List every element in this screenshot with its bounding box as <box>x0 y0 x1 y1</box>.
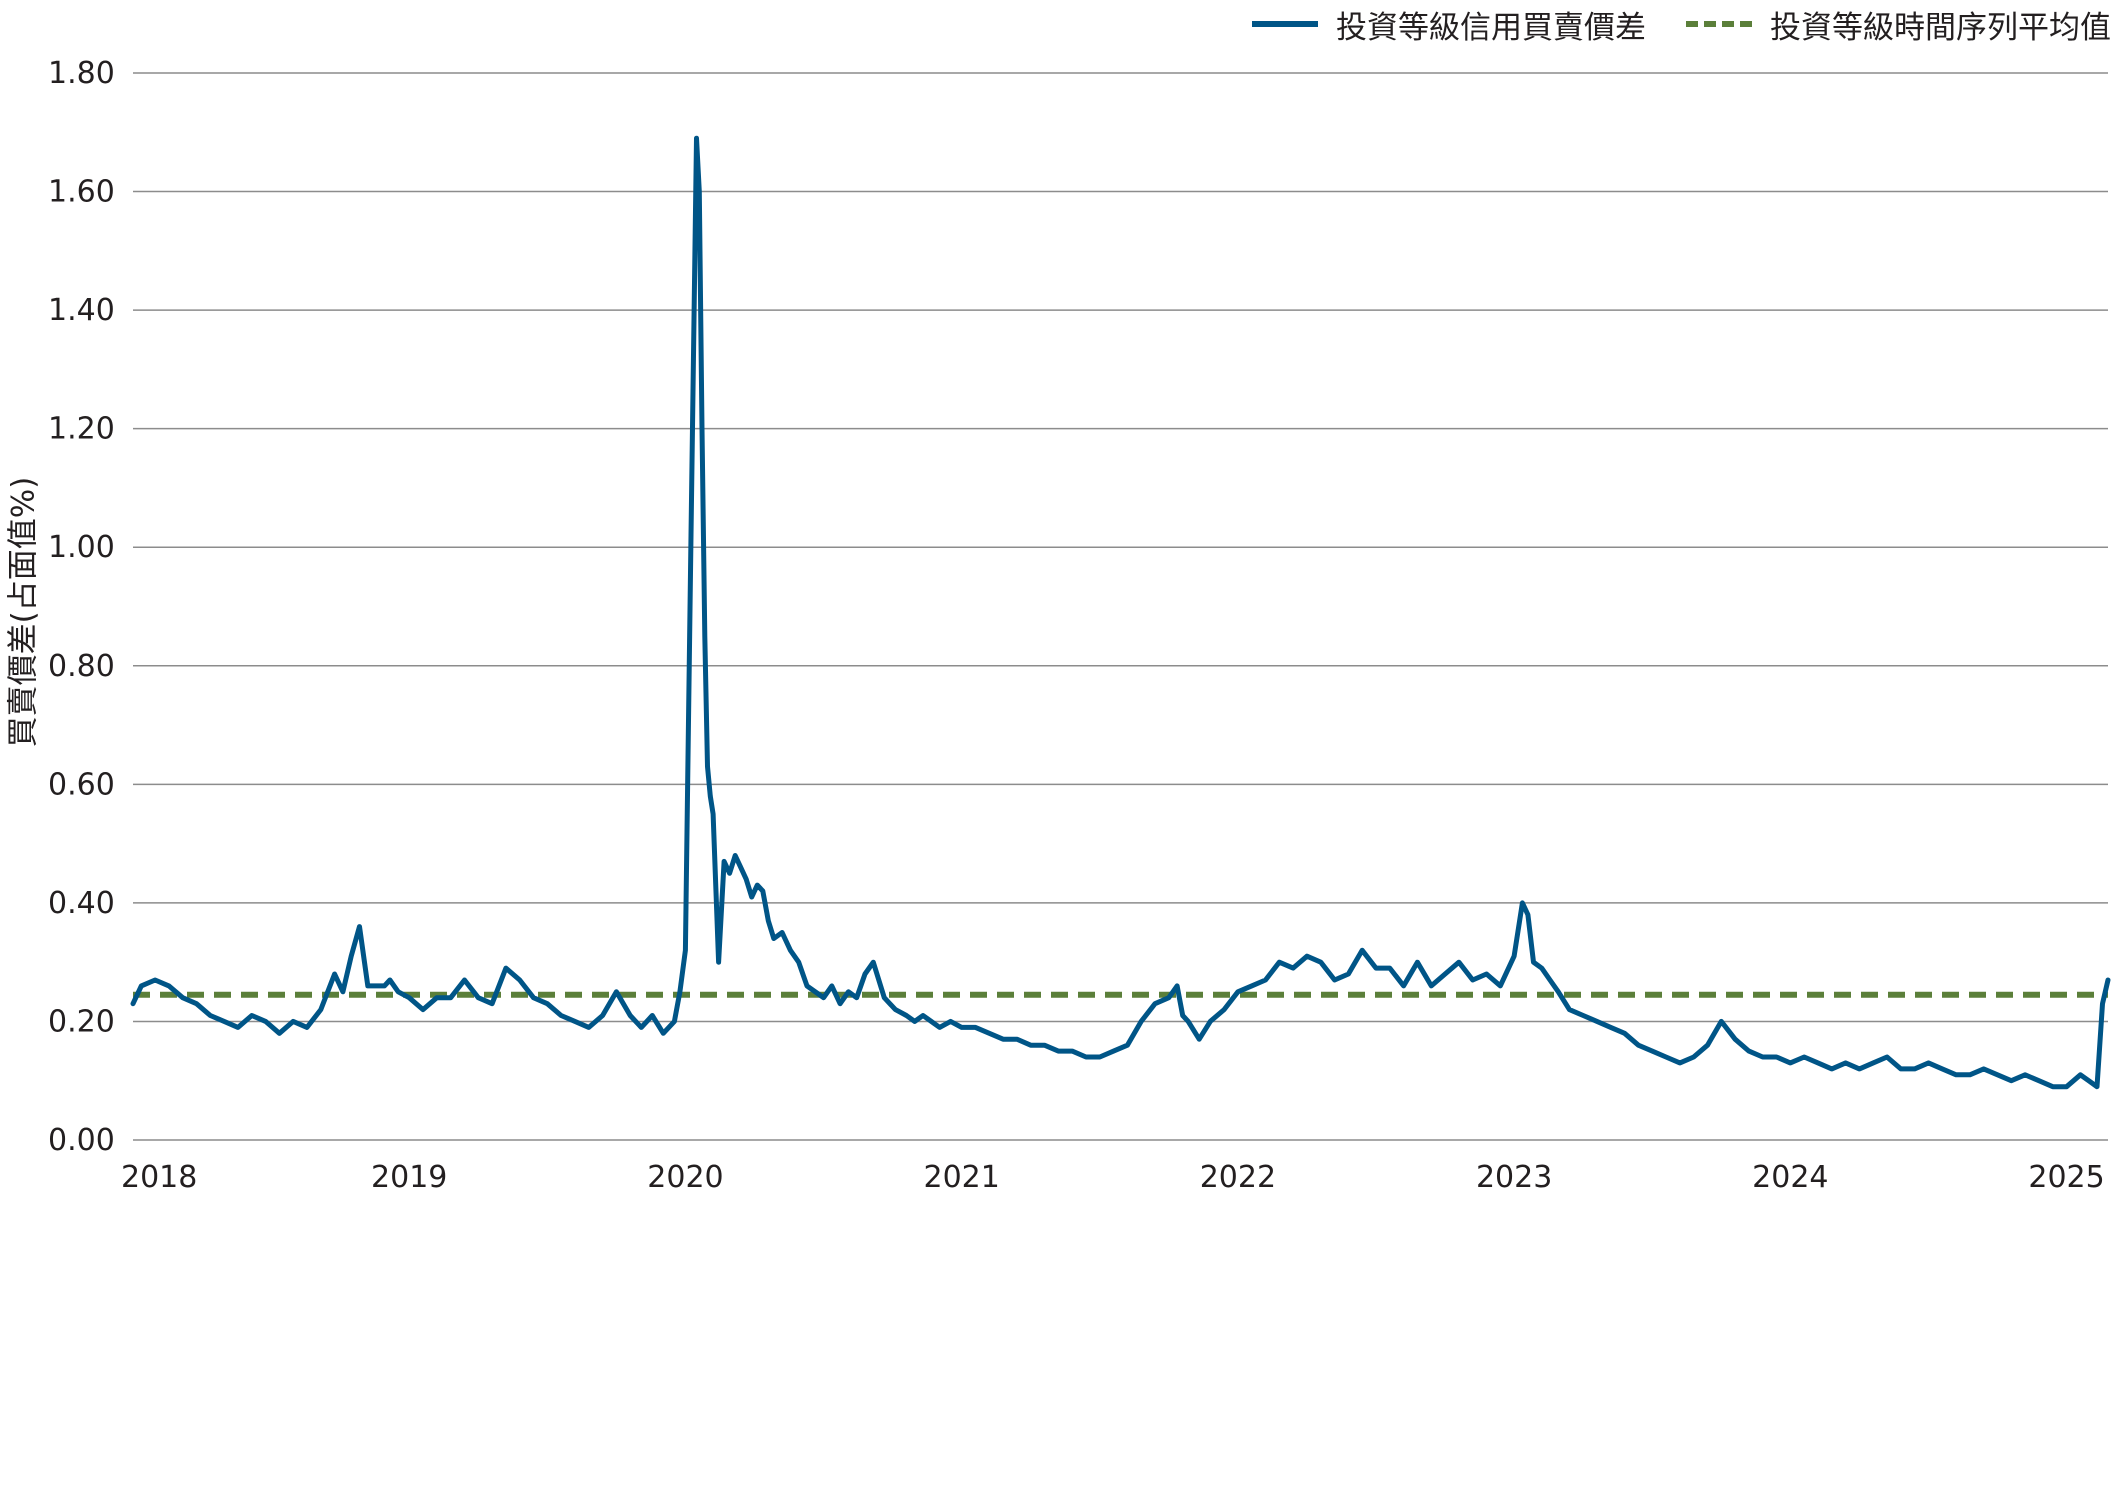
x-tick-label: 2019 <box>371 1160 447 1195</box>
x-tick-label: 2021 <box>923 1160 999 1195</box>
x-tick-label: 2018 <box>121 1160 197 1195</box>
legend-item-average: 投資等級時間序列平均值 <box>1686 2 2111 47</box>
y-tick-label: 0.60 <box>48 767 115 802</box>
legend-item-spread: 投資等級信用買賣價差 <box>1252 2 1646 47</box>
y-tick-label: 1.20 <box>48 412 115 447</box>
legend-label-average: 投資等級時間序列平均值 <box>1770 9 2111 46</box>
legend-swatch-spread <box>1252 21 1318 27</box>
legend: 投資等級信用買賣價差 投資等級時間序列平均值 <box>1252 2 2111 46</box>
x-tick-label: 2024 <box>1752 1160 1828 1195</box>
x-tick-label: 2020 <box>647 1160 723 1195</box>
y-tick-label: 0.00 <box>48 1123 115 1158</box>
y-tick-label: 0.80 <box>48 649 115 684</box>
y-tick-label: 1.60 <box>48 175 115 210</box>
legend-swatch-average <box>1686 21 1752 27</box>
y-tick-label: 0.40 <box>48 886 115 921</box>
x-tick-label: 2023 <box>1476 1160 1552 1195</box>
y-tick-label: 1.00 <box>48 530 115 565</box>
x-tick-label: 2022 <box>1200 1160 1276 1195</box>
series-line-spread <box>130 135 2111 1090</box>
y-tick-label: 1.40 <box>48 293 115 328</box>
legend-label-spread: 投資等級信用買賣價差 <box>1336 9 1646 46</box>
y-tick-label: 1.80 <box>48 56 115 91</box>
x-tick-label: 2025 <box>2028 1160 2104 1195</box>
y-tick-label: 0.20 <box>48 1004 115 1039</box>
